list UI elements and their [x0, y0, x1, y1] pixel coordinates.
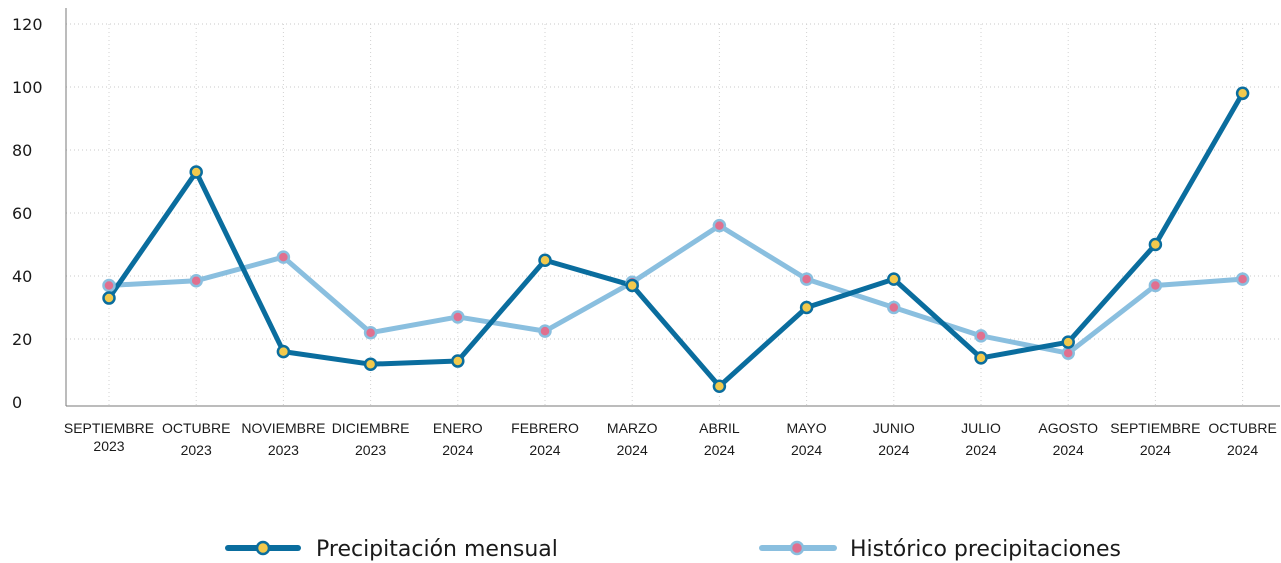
series-line-0: [106, 90, 1246, 389]
data-point-1: [451, 310, 465, 324]
x-tick-label-year: 2024: [878, 442, 909, 458]
data-point-0: [625, 278, 639, 293]
data-point-0: [102, 291, 116, 305]
x-tick-label-year: 2023: [181, 442, 212, 458]
data-point-1: [1235, 272, 1250, 286]
data-point-0: [538, 253, 552, 267]
x-tick-label-year: 2023: [355, 442, 386, 458]
y-tick-label: 0: [12, 393, 22, 412]
legend-label: Histórico precipitaciones: [850, 537, 1121, 562]
data-point-0: [1148, 237, 1163, 252]
x-tick-label: OCTUBRE: [1208, 420, 1276, 436]
x-tick-label: MAYO: [786, 420, 826, 436]
data-point-0: [799, 300, 814, 315]
data-point-1: [538, 324, 552, 338]
x-tick-label: DICIEMBRE: [332, 420, 410, 436]
x-tick-label-year: 2023: [268, 442, 299, 458]
data-point-0: [887, 272, 901, 286]
x-tick-label: AGOSTO: [1038, 420, 1098, 436]
axes: 0 20 40 60 80 100 120 SEPTIEMBRE 2023 OCTUBRE 2023…: [12, 8, 1280, 458]
x-tick-label-year: 2024: [704, 442, 735, 458]
x-tick-label: OCTUBRE: [162, 420, 230, 436]
x-tick-label-year: 2024: [1053, 442, 1084, 458]
data-point-1: [887, 300, 901, 315]
data-point-1: [712, 218, 727, 233]
data-point-0: [451, 354, 465, 368]
data-point-0: [1235, 86, 1250, 101]
x-tick-label-year: 2024: [529, 442, 560, 458]
y-tick-label: 60: [12, 204, 32, 223]
data-point-0: [1061, 335, 1075, 349]
x-tick-label-year: 2024: [442, 442, 473, 458]
data-point-1: [974, 329, 988, 343]
series-lines: [106, 90, 1246, 389]
x-tick-label: JUNIO: [873, 420, 915, 436]
data-point-1: [363, 325, 378, 340]
x-tick-label: JULIO: [961, 420, 1001, 436]
legend-swatch-marker: [255, 540, 271, 556]
gridlines: [66, 23, 1280, 406]
data-point-0: [189, 165, 203, 179]
legend: Precipitación mensual Histórico precipita…: [225, 537, 1121, 562]
x-tick-label-year: 2024: [1227, 442, 1258, 458]
series-line-1: [106, 223, 1246, 356]
data-point-1: [276, 250, 291, 264]
data-point-0: [363, 357, 378, 371]
y-tick-label: 100: [12, 78, 43, 97]
y-tick-label: 20: [12, 330, 32, 349]
data-point-1: [1061, 346, 1075, 360]
x-tick-label: SEPTIEMBRE: [1110, 420, 1200, 436]
x-tick-label: FEBRERO: [511, 420, 579, 436]
data-points: [102, 86, 1250, 393]
x-tick-label: NOVIEMBRE: [241, 420, 325, 436]
y-tick-label: 40: [12, 267, 32, 286]
data-point-1: [799, 272, 814, 286]
x-tick-label-year: 2023: [93, 438, 124, 454]
data-point-0: [712, 379, 727, 393]
data-point-1: [102, 278, 116, 293]
y-tick-label: 120: [12, 15, 43, 34]
x-tick-label-year: 2024: [791, 442, 822, 458]
legend-swatch-marker: [789, 540, 805, 556]
data-point-1: [189, 273, 203, 288]
x-tick-label-year: 2024: [965, 442, 996, 458]
x-tick-label: SEPTIEMBRE: [64, 420, 154, 436]
data-point-0: [974, 351, 988, 365]
x-tick-label: MARZO: [607, 420, 658, 436]
data-point-0: [276, 344, 291, 359]
x-tick-label: ENERO: [433, 420, 483, 436]
x-tick-label: ABRIL: [699, 420, 740, 436]
legend-label: Precipitación mensual: [316, 537, 558, 562]
x-tick-label-year: 2024: [1140, 442, 1171, 458]
x-tick-label-year: 2024: [617, 442, 648, 458]
data-point-1: [1148, 278, 1163, 293]
y-tick-label: 80: [12, 141, 32, 160]
